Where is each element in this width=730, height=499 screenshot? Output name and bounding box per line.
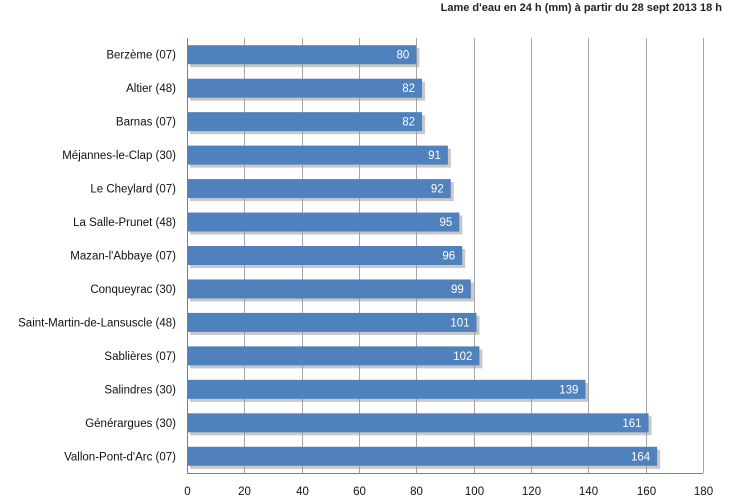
bar — [188, 379, 586, 399]
data-label: 96 — [442, 251, 455, 263]
x-tick-label: 40 — [296, 486, 309, 498]
bar — [188, 446, 658, 466]
x-tick-label: 180 — [694, 486, 713, 498]
data-label: 82 — [402, 117, 415, 129]
category-labels: Berzème (07) Altier (48) Barnas (07) Méjann… — [18, 50, 176, 464]
bar — [188, 346, 480, 366]
category-label: Saint-Martin-de-Lansuscle (48) — [18, 317, 176, 329]
data-label: 102 — [453, 351, 472, 363]
category-label: Altier (48) — [126, 83, 176, 95]
category-label: Berzème (07) — [106, 50, 176, 62]
data-label: 82 — [402, 83, 415, 95]
data-label: 99 — [451, 284, 464, 296]
bars: 80 82 82 91 92 95 96 99 101 102 139 161 164 — [188, 45, 661, 469]
bar — [188, 112, 423, 132]
data-label: 164 — [631, 451, 651, 463]
bar — [188, 413, 649, 433]
x-tick-label: 160 — [637, 486, 656, 498]
category-label: Vallon-Pont-d'Arc (07) — [64, 451, 176, 463]
bar — [188, 246, 463, 265]
x-tick-label: 20 — [238, 486, 251, 498]
data-label: 91 — [428, 150, 441, 162]
category-label: Méjannes-le-Clap (30) — [62, 150, 176, 162]
data-label: 101 — [450, 317, 469, 329]
category-label: Générargues (30) — [85, 418, 176, 430]
category-label: Conqueyrac (30) — [90, 284, 176, 296]
bar — [188, 212, 460, 232]
category-label: La Salle-Prunet (48) — [73, 217, 176, 229]
bar — [188, 145, 448, 165]
category-label: Salindres (30) — [104, 384, 176, 396]
x-tick-label: 80 — [410, 486, 423, 498]
x-tick-label: 60 — [353, 486, 366, 498]
category-label: Le Cheylard (07) — [90, 184, 176, 196]
x-tick-labels: 0 20 40 60 80 100 120 140 160 180 — [184, 486, 713, 498]
data-label: 80 — [397, 50, 410, 62]
data-label: 95 — [440, 217, 453, 229]
category-label: Barnas (07) — [116, 117, 176, 129]
category-label: Mazan-l'Abbaye (07) — [70, 251, 176, 263]
x-tick-label: 120 — [522, 486, 541, 498]
x-tick-label: 0 — [184, 486, 190, 498]
bar — [188, 312, 477, 332]
chart-title: Lame d'eau en 24 h (mm) à partir du 28 s… — [441, 2, 723, 14]
bar — [188, 279, 471, 299]
data-label: 139 — [559, 384, 578, 396]
x-tick-label: 100 — [465, 486, 484, 498]
data-label: 92 — [431, 184, 444, 196]
bar — [188, 78, 423, 98]
bar — [188, 45, 417, 65]
gridlines — [187, 38, 704, 474]
bar — [188, 179, 451, 199]
category-label: Sablières (07) — [104, 351, 176, 363]
x-tick-label: 140 — [579, 486, 598, 498]
data-label: 161 — [622, 418, 641, 430]
